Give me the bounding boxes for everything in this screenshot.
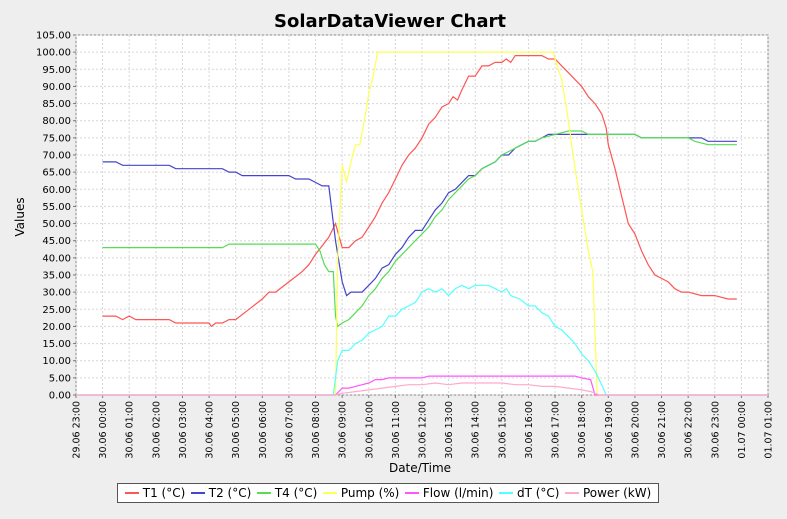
legend-item: Power (kW) bbox=[564, 486, 652, 500]
x-tick-label: 29.06 23:00 bbox=[72, 401, 83, 459]
x-tick-label: 30.06 01:00 bbox=[125, 401, 136, 459]
series-line-t4 bbox=[102, 130, 737, 328]
x-tick-label: 30.06 20:00 bbox=[630, 401, 641, 459]
x-tick-label: 01.07 01:00 bbox=[764, 401, 775, 459]
legend: T1 (°C) T2 (°C) T4 (°C) Pump (%) Flow (l/min… bbox=[117, 483, 659, 503]
x-tick-label: 30.06 08:00 bbox=[311, 401, 322, 459]
x-tick-label: 30.06 16:00 bbox=[524, 401, 535, 459]
y-tick-label: 20.00 bbox=[42, 322, 71, 333]
y-tick-label: 50.00 bbox=[42, 219, 71, 230]
y-tick-label: 30.00 bbox=[42, 288, 71, 299]
x-tick-label: 30.06 22:00 bbox=[684, 401, 695, 459]
x-tick-label: 30.06 14:00 bbox=[471, 401, 482, 459]
y-tick-label: 60.00 bbox=[42, 185, 71, 196]
y-tick-label: 25.00 bbox=[42, 305, 71, 316]
legend-item: dT (°C) bbox=[498, 486, 560, 500]
x-tick-label: 30.06 11:00 bbox=[391, 401, 402, 459]
legend-item: T2 (°C) bbox=[190, 486, 252, 500]
y-tick-label: 75.00 bbox=[42, 133, 71, 144]
legend-label: T4 (°C) bbox=[274, 486, 318, 500]
legend-item: Pump (%) bbox=[322, 486, 400, 500]
y-axis-label: Values bbox=[13, 197, 27, 236]
x-tick-label: 30.06 12:00 bbox=[418, 401, 429, 459]
legend-label: Flow (l/min) bbox=[422, 486, 494, 500]
legend-swatch bbox=[190, 492, 205, 494]
series-line-dt bbox=[76, 284, 768, 396]
series-lines bbox=[76, 51, 768, 396]
x-tick-label: 30.06 23:00 bbox=[710, 401, 721, 459]
x-tick-label: 30.06 03:00 bbox=[178, 401, 189, 459]
y-tick-label: 35.00 bbox=[42, 271, 71, 282]
x-tick-label: 30.06 15:00 bbox=[497, 401, 508, 459]
series-line-power bbox=[76, 382, 768, 396]
x-tick-label: 30.06 21:00 bbox=[657, 401, 668, 459]
y-axis-ticks: 0.00 5.00 10.00 15.00 20.00 25.00 30.00 35.00 40… bbox=[36, 31, 76, 402]
y-tick-label: 80.00 bbox=[42, 116, 71, 127]
x-axis-ticks: 29.06 23:00 30.06 00:00 30.06 01:00 30.06 0… bbox=[72, 395, 775, 459]
chart-title: SolarDataViewer Chart bbox=[274, 11, 506, 32]
legend-swatch bbox=[498, 492, 513, 494]
y-tick-label: 0.00 bbox=[49, 391, 71, 402]
x-tick-label: 30.06 17:00 bbox=[551, 401, 562, 459]
y-tick-label: 5.00 bbox=[49, 373, 71, 384]
legend-item: Flow (l/min) bbox=[404, 486, 494, 500]
x-tick-label: 30.06 04:00 bbox=[205, 401, 216, 459]
legend-label: Pump (%) bbox=[340, 486, 400, 500]
y-tick-label: 85.00 bbox=[42, 99, 71, 110]
x-tick-label: 30.06 06:00 bbox=[258, 401, 269, 459]
y-tick-label: 15.00 bbox=[42, 339, 71, 350]
x-tick-label: 30.06 02:00 bbox=[151, 401, 162, 459]
y-tick-label: 100.00 bbox=[36, 48, 71, 59]
x-tick-label: 30.06 00:00 bbox=[98, 401, 109, 459]
legend-item: T1 (°C) bbox=[124, 486, 186, 500]
x-tick-label: 30.06 19:00 bbox=[604, 401, 615, 459]
x-tick-label: 01.07 00:00 bbox=[737, 401, 748, 459]
x-tick-label: 30.06 13:00 bbox=[444, 401, 455, 459]
legend-item: T4 (°C) bbox=[256, 486, 318, 500]
legend-swatch bbox=[404, 492, 419, 494]
y-tick-label: 45.00 bbox=[42, 236, 71, 247]
x-tick-label: 30.06 05:00 bbox=[231, 401, 242, 459]
legend-swatch bbox=[564, 492, 579, 494]
series-line-pump bbox=[76, 51, 768, 396]
series-line-flow bbox=[76, 375, 768, 396]
y-tick-label: 55.00 bbox=[42, 202, 71, 213]
y-tick-label: 95.00 bbox=[42, 65, 71, 76]
y-tick-label: 70.00 bbox=[42, 151, 71, 162]
x-tick-label: 30.06 07:00 bbox=[284, 401, 295, 459]
legend-label: Power (kW) bbox=[582, 486, 652, 500]
y-tick-label: 10.00 bbox=[42, 356, 71, 367]
x-axis-label: Date/Time bbox=[389, 461, 451, 475]
y-tick-label: 40.00 bbox=[42, 253, 71, 264]
x-tick-label: 30.06 18:00 bbox=[577, 401, 588, 459]
y-tick-label: 90.00 bbox=[42, 82, 71, 93]
x-tick-label: 30.06 10:00 bbox=[364, 401, 375, 459]
series-line-t1 bbox=[102, 54, 737, 328]
legend-label: T1 (°C) bbox=[142, 486, 186, 500]
legend-swatch bbox=[256, 492, 271, 494]
x-tick-label: 30.06 09:00 bbox=[338, 401, 349, 459]
y-tick-label: 65.00 bbox=[42, 168, 71, 179]
y-tick-label: 105.00 bbox=[36, 31, 71, 42]
legend-swatch bbox=[322, 492, 337, 494]
legend-label: T2 (°C) bbox=[208, 486, 252, 500]
legend-label: dT (°C) bbox=[516, 486, 560, 500]
legend-swatch bbox=[124, 492, 139, 494]
